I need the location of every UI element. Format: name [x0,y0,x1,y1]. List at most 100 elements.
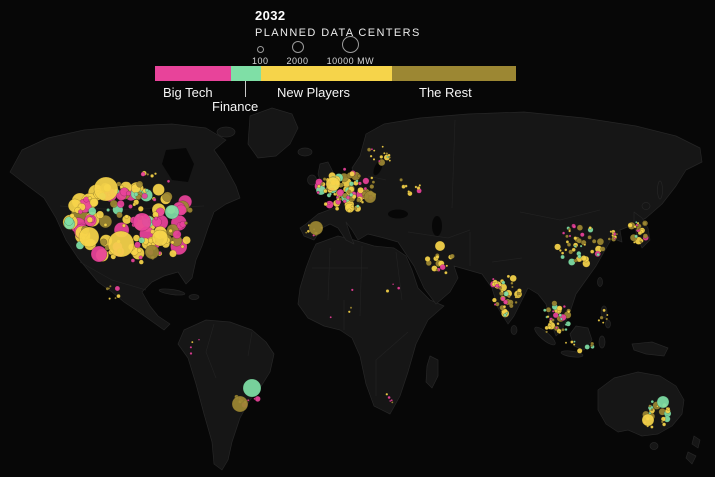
data-center-bubble [124,214,129,219]
data-center-bubble [597,319,601,322]
data-center-bubble [114,296,117,300]
data-center-bubble [414,185,418,189]
data-center-bubble [568,234,572,238]
finance-leader-line [245,81,246,97]
data-center-bubble [568,229,572,233]
data-center-bubble [109,199,118,208]
data-center-bubble [347,208,352,213]
data-center-bubble [99,238,108,246]
size-legend-item: 2000 [287,41,309,66]
data-center-bubble [565,240,570,244]
data-center-bubble [558,249,562,252]
new-zealand-south [685,451,697,465]
data-center-bubble [133,192,139,197]
data-center-bubble [637,230,643,236]
data-center-bubble [90,245,108,263]
data-center-bubble [392,283,395,286]
data-center-bubble [322,177,327,181]
data-center-bubble [397,286,401,290]
data-center-bubble [502,304,507,309]
data-center-bubble [579,244,583,248]
black-sea [388,209,408,219]
data-center-bubble [363,190,377,204]
data-center-bubble [306,229,311,233]
data-center-bubble [388,159,392,162]
data-center-bubble [246,399,250,402]
data-center-bubble [434,240,446,252]
data-center-bubble [98,215,113,229]
data-center-bubble [579,232,585,238]
madagascar [425,355,439,389]
data-center-bubble [435,268,439,272]
data-center-bubble [170,240,175,245]
data-center-bubble [360,200,365,204]
data-center-bubble [150,173,155,178]
data-center-bubble [650,425,654,429]
data-center-bubble [325,176,341,192]
legend-label-new-players: New Players [277,85,350,100]
data-center-bubble [333,192,337,196]
data-center-bubble [660,416,666,422]
south-america [177,319,275,471]
data-center-bubble [166,179,171,183]
data-center-bubble [154,216,158,221]
data-center-bubble [353,207,357,211]
data-center-bubble [572,224,577,229]
data-center-bubble [349,306,353,310]
data-center-bubble [627,222,633,228]
data-center-bubble [348,181,355,187]
data-center-bubble [568,249,574,255]
data-center-bubble [107,287,111,290]
data-center-bubble [109,284,112,288]
data-center-bubble [329,316,332,319]
java [560,350,584,358]
data-center-bubble [656,395,670,409]
data-center-bubble [548,323,552,327]
data-center-bubble [379,154,384,159]
data-center-bubble [596,238,605,246]
data-center-bubble [78,226,100,248]
data-center-bubble [509,274,517,283]
data-center-bubble [576,238,582,244]
data-center-bubble [407,190,411,194]
data-center-bubble [611,231,615,235]
data-center-bubble [138,259,144,265]
data-center-bubble [197,338,201,341]
sri-lanka [510,325,518,335]
data-center-bubble [615,232,619,236]
data-center-bubble [583,243,587,247]
size-legend-label: 2000 [286,56,309,66]
data-center-bubble [424,256,431,262]
data-center-bubble [590,343,594,347]
data-center-bubble [495,283,500,288]
data-center-bubble [611,234,614,237]
data-center-bubble [357,174,362,178]
africa [297,235,445,415]
data-center-bubble [385,392,389,396]
data-center-bubble [369,184,375,190]
hokkaido [641,202,651,210]
data-center-bubble [560,254,565,260]
data-center-bubble [580,255,587,262]
data-center-bubble [510,281,514,285]
data-center-bubble [514,295,518,299]
data-center-bubble [169,249,177,258]
data-center-bubble [187,207,193,213]
data-center-bubble [551,309,555,313]
data-center-bubble [182,235,191,245]
data-center-bubble [132,212,152,232]
data-center-bubble [86,216,94,223]
data-center-bubble [172,230,182,239]
data-center-bubble [152,183,165,196]
data-center-bubble [349,192,354,197]
data-center-bubble [144,244,160,260]
data-center-bubble [590,249,595,254]
data-center-bubble [642,221,648,226]
data-center-bubble [639,240,643,243]
philippines-luzon [600,305,608,319]
data-center-bubble [383,151,386,155]
data-center-bubble [567,310,571,314]
data-center-bubble [342,199,347,204]
hispaniola [188,294,200,300]
data-center-bubble [435,254,440,259]
